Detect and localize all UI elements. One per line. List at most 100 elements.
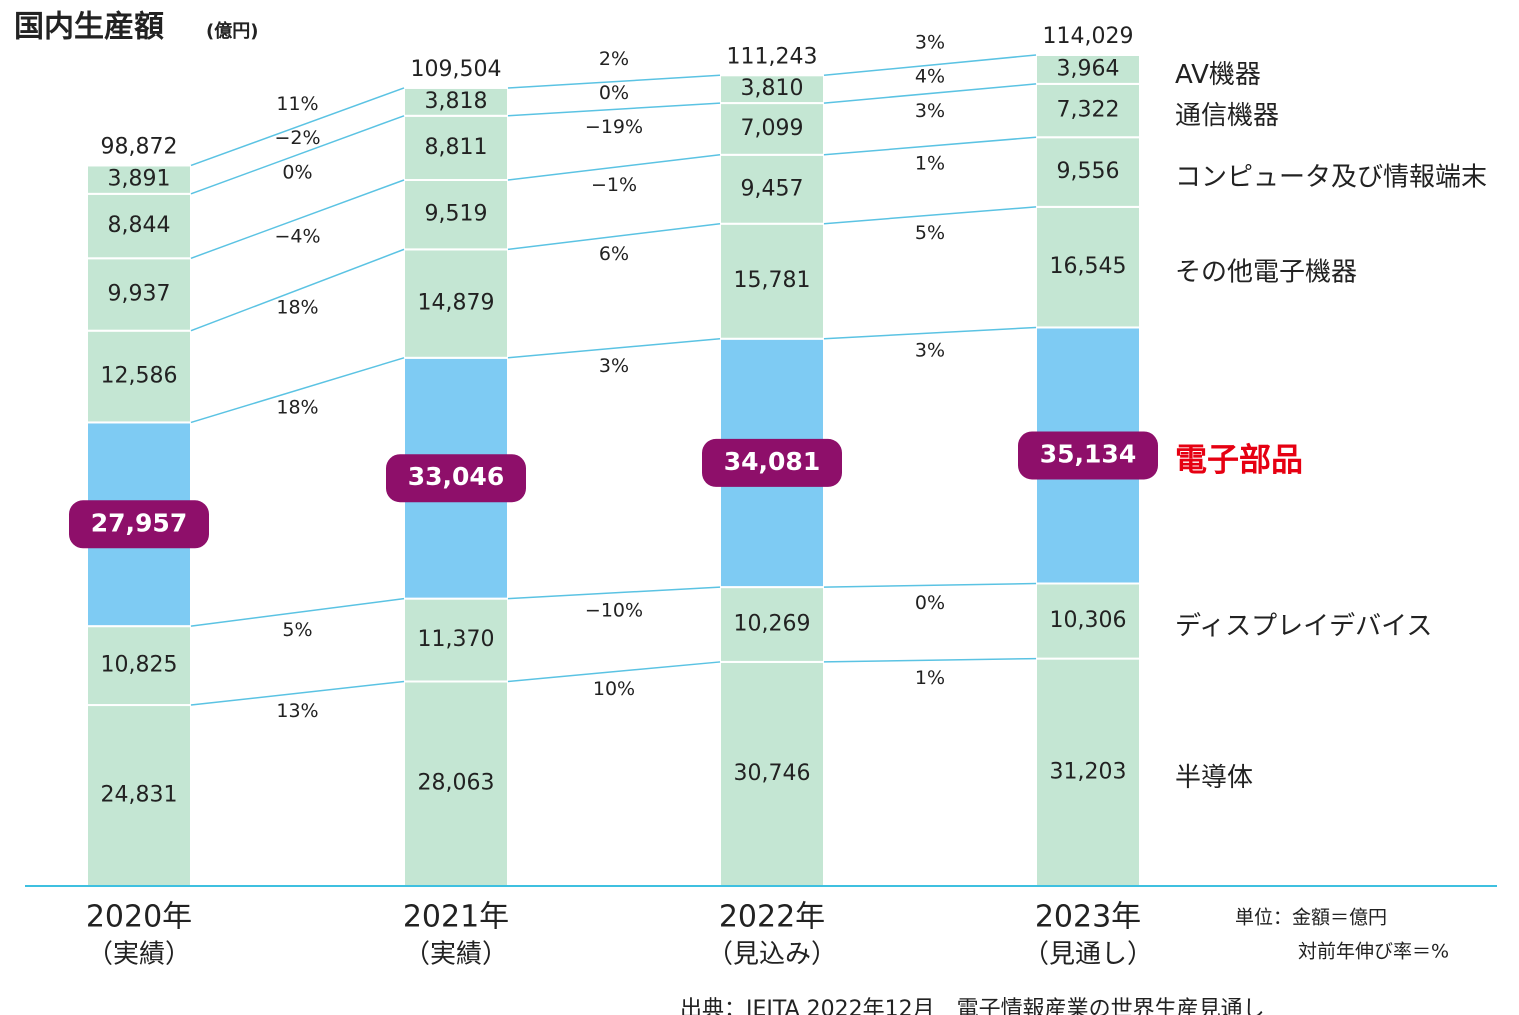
legend-label: その他電子機器 [1175, 258, 1357, 288]
growth-label: 10% [593, 678, 635, 700]
total-growth-label: 11% [276, 93, 318, 115]
connector [190, 179, 405, 259]
x-tick-sublabel: （実績） [87, 940, 191, 970]
total-label: 98,872 [101, 134, 178, 159]
value-pill [702, 438, 842, 487]
value-label: 27,957 [91, 508, 187, 537]
value-label: 34,081 [724, 447, 820, 476]
growth-label: 6% [599, 243, 629, 265]
growth-label: −1% [591, 174, 637, 196]
bar-segment [86, 192, 192, 260]
value-label: 14,879 [418, 291, 495, 316]
legend-label: コンピュータ及び情報端末 [1175, 163, 1487, 193]
connector [507, 661, 721, 683]
value-label: 9,556 [1057, 159, 1120, 184]
value-label: 7,099 [741, 116, 804, 141]
growth-label: −19% [585, 116, 643, 138]
value-label: 7,322 [1057, 98, 1120, 123]
value-label: 8,844 [108, 213, 171, 238]
growth-label: 18% [276, 397, 318, 419]
connector [823, 657, 1037, 663]
growth-label: 0% [282, 161, 312, 183]
value-label: 8,811 [425, 135, 488, 160]
bar-segment [1035, 582, 1141, 660]
growth-label: 0% [915, 592, 945, 614]
x-tick-label: 2020年 [86, 900, 192, 935]
value-label: 10,825 [101, 653, 178, 678]
growth-label: −10% [585, 599, 643, 621]
value-pill [69, 500, 209, 549]
growth-label: 3% [915, 340, 945, 362]
growth-label: 13% [276, 700, 318, 722]
total-label: 114,029 [1043, 24, 1134, 49]
bar-segment [1035, 136, 1141, 208]
value-label: 3,810 [741, 76, 804, 101]
connector [507, 222, 721, 251]
total-growth-label: 3% [915, 32, 945, 54]
note: 対前年伸び率＝% [1298, 941, 1449, 963]
bar-segment [403, 248, 509, 359]
x-tick-label: 2021年 [403, 900, 509, 935]
bar-segment [1035, 82, 1141, 139]
value-label: 15,781 [734, 268, 811, 293]
growth-label: 4% [915, 66, 945, 88]
bar-segment [403, 680, 509, 888]
bar-segment [719, 102, 825, 156]
chart-title: 国内生産額 [14, 10, 164, 45]
growth-label: 3% [915, 100, 945, 122]
connector [823, 54, 1037, 77]
value-label: 35,134 [1040, 439, 1136, 468]
growth-label: −2% [274, 127, 320, 149]
value-pill [386, 454, 526, 503]
value-label: 9,457 [741, 176, 804, 201]
bar-segment [719, 74, 825, 105]
value-label: 9,937 [108, 281, 171, 306]
connector [507, 586, 721, 600]
connector [823, 206, 1037, 225]
value-label: 3,964 [1057, 56, 1120, 81]
value-label: 33,046 [408, 462, 504, 491]
value-label: 10,269 [734, 612, 811, 637]
x-tick-sublabel: （実績） [404, 940, 508, 970]
value-label: 3,891 [108, 167, 171, 192]
bar-segment [719, 153, 825, 225]
growth-label: 1% [915, 667, 945, 689]
bar-segment [1035, 205, 1141, 329]
connector [190, 597, 405, 627]
connector [507, 337, 721, 359]
x-tick-sublabel: （見込み） [707, 940, 837, 970]
bar-segment [719, 222, 825, 340]
total-label: 111,243 [727, 44, 818, 69]
connector [507, 102, 721, 117]
bar-segment [403, 86, 509, 117]
value-label: 31,203 [1050, 759, 1127, 784]
value-label: 28,063 [418, 771, 495, 796]
connector [190, 248, 405, 332]
connector [823, 83, 1037, 104]
x-tick-label: 2023年 [1035, 900, 1141, 935]
legend-label: 半導体 [1175, 763, 1253, 793]
growth-label: 3% [599, 355, 629, 377]
growth-label: 5% [282, 619, 312, 641]
bar-segment [403, 178, 509, 251]
bar-segment [719, 586, 825, 663]
connector [823, 326, 1037, 340]
value-label: 30,746 [734, 761, 811, 786]
value-label: 3,818 [425, 89, 488, 114]
connector [190, 680, 405, 706]
bar-segment [403, 114, 509, 181]
bar-segment [86, 257, 192, 332]
note: 単位：金額＝億円 [1235, 907, 1387, 929]
growth-label: 1% [915, 153, 945, 175]
connector [190, 357, 405, 424]
value-label: 9,519 [425, 202, 488, 227]
connector [823, 136, 1037, 156]
x-tick-sublabel: （見通し） [1023, 940, 1153, 970]
bar-segment [403, 597, 509, 683]
legend-label: ディスプレイデバイス [1175, 612, 1432, 642]
bar-segment [86, 704, 192, 888]
total-growth-label: 2% [599, 48, 629, 70]
connector [507, 154, 721, 181]
growth-label: 5% [915, 222, 945, 244]
